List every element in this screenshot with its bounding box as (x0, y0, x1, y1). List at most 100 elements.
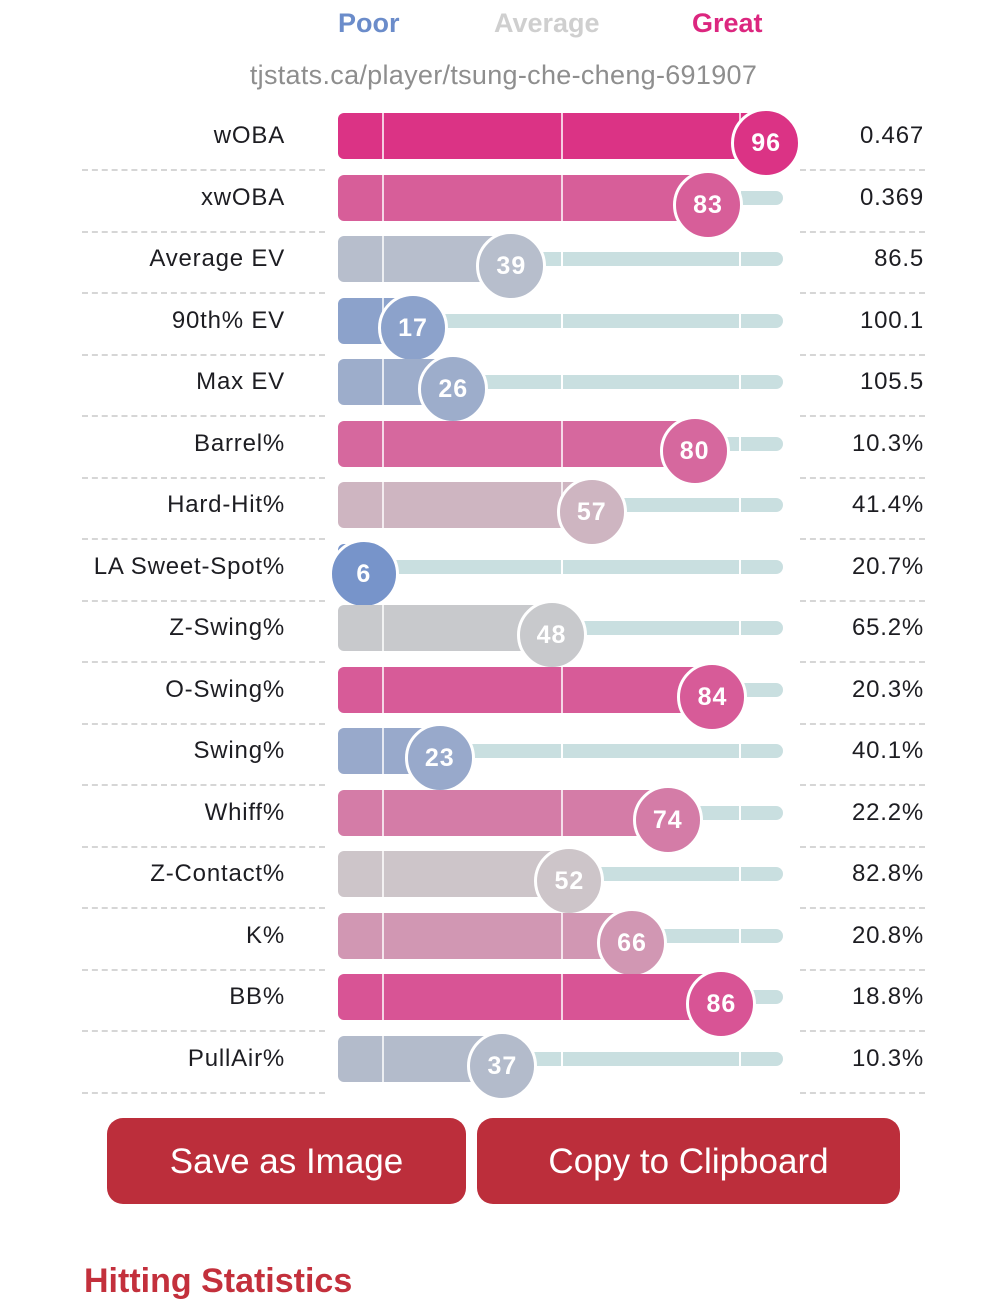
chart-row: LA Sweet-Spot% 6 20.7% (0, 538, 1007, 609)
chart-row: wOBA 96 0.467 (0, 108, 1007, 178)
row-divider (800, 1091, 925, 1094)
legend: Poor Average Great (0, 4, 1007, 44)
chart-row: BB% 86 18.8% (0, 969, 1007, 1039)
track-divider (739, 436, 742, 451)
row-divider (82, 476, 325, 479)
stat-value: 40.1% (851, 737, 924, 764)
row-divider (82, 784, 325, 786)
stat-value: 86.5 (874, 245, 924, 272)
bar-divider (381, 236, 384, 282)
bar-fill (338, 666, 713, 713)
percentile-badge: 37 (467, 1030, 538, 1101)
metric-label: xwOBA (200, 183, 285, 211)
track-divider (560, 559, 563, 574)
percentile-badge: 84 (677, 661, 748, 732)
track-divider (739, 928, 742, 943)
row-divider (82, 968, 325, 971)
chart-row: PullAir% 37 10.3% (0, 1030, 1007, 1101)
percentile-badge: 74 (632, 784, 703, 855)
stat-value: 105.5 (859, 368, 924, 395)
stat-value: 20.8% (851, 921, 924, 949)
stat-value: 20.7% (851, 552, 924, 580)
percentile-badge: 57 (556, 477, 627, 547)
bar-divider (381, 482, 384, 528)
legend-poor: Poor (338, 8, 400, 38)
track-divider (560, 1051, 563, 1066)
row-divider (82, 415, 325, 417)
save-as-image-button[interactable]: Save as Image (107, 1118, 466, 1204)
row-divider (82, 230, 325, 233)
copy-to-clipboard-button[interactable]: Copy to Clipboard (477, 1118, 900, 1204)
percentile-badge: 52 (534, 846, 605, 916)
chart-row: Swing% 23 40.1% (0, 723, 1007, 793)
row-divider (800, 476, 925, 479)
row-divider (82, 599, 325, 602)
row-divider (800, 599, 925, 602)
percentile-badge: 80 (659, 415, 730, 486)
row-divider (800, 169, 925, 171)
chart-row: Barrel% 80 10.3% (0, 415, 1007, 486)
bar-divider (560, 420, 563, 467)
row-divider (82, 1091, 325, 1094)
legend-average: Average (494, 8, 600, 38)
metric-label: BB% (229, 983, 285, 1010)
track-divider (560, 744, 563, 758)
percentile-badge: 39 (476, 231, 547, 301)
bar-divider (381, 113, 384, 159)
metric-label: Hard-Hit% (167, 491, 285, 518)
metric-label: LA Sweet-Spot% (93, 552, 285, 580)
row-divider (82, 722, 325, 725)
row-divider (82, 353, 325, 356)
player-url: tjstats.ca/player/tsung-che-cheng-691907 (249, 60, 758, 90)
stat-value: 20.3% (851, 675, 924, 703)
bar-fill (338, 912, 633, 959)
row-divider (800, 661, 925, 663)
metric-label: 90th% EV (171, 306, 285, 334)
row-divider (82, 907, 325, 909)
percentile-badge: 17 (377, 292, 448, 363)
metric-label: Average EV (149, 245, 285, 272)
percentile-badge: 96 (731, 108, 802, 178)
bar-fill (338, 789, 668, 836)
track-divider (739, 252, 742, 266)
bar-divider (560, 912, 563, 959)
chart-row: xwOBA 83 0.369 (0, 169, 1007, 240)
track-divider (560, 375, 563, 389)
stat-value: 41.4% (851, 491, 924, 518)
bar-divider (560, 974, 563, 1020)
chart-row: 90th% EV 17 100.1 (0, 292, 1007, 363)
stat-value: 0.369 (859, 183, 924, 211)
percentile-badge: 26 (418, 354, 489, 424)
stat-value: 10.3% (851, 1044, 924, 1072)
track-divider (739, 375, 742, 389)
bar-fill (338, 605, 552, 651)
section-heading: Hitting Statistics (84, 1262, 353, 1300)
chart-row: Hard-Hit% 57 41.4% (0, 477, 1007, 547)
bar-divider (560, 174, 563, 221)
row-divider (800, 1030, 925, 1032)
chart-row: Max EV 26 105.5 (0, 354, 1007, 424)
bar-divider (381, 605, 384, 651)
row-divider (82, 292, 325, 294)
track-divider (739, 559, 742, 574)
metric-label: O-Swing% (165, 675, 285, 703)
track-divider (739, 867, 742, 881)
stat-value: 0.467 (859, 122, 924, 149)
bar-divider (381, 789, 384, 836)
bar-divider (381, 174, 384, 221)
bar-divider (381, 666, 384, 713)
row-divider (800, 538, 925, 540)
stat-value: 18.8% (851, 983, 924, 1010)
track-divider (560, 313, 563, 328)
bar-divider (560, 113, 563, 159)
stat-value: 82.8% (851, 860, 924, 887)
track-divider (739, 1051, 742, 1066)
metric-label: Swing% (193, 737, 285, 764)
track-divider (739, 498, 742, 512)
bar-divider (381, 420, 384, 467)
percentile-badge: 6 (328, 538, 399, 609)
row-divider (82, 538, 325, 540)
track-divider (739, 805, 742, 820)
legend-great: Great (692, 8, 763, 38)
metric-label: wOBA (213, 122, 285, 149)
